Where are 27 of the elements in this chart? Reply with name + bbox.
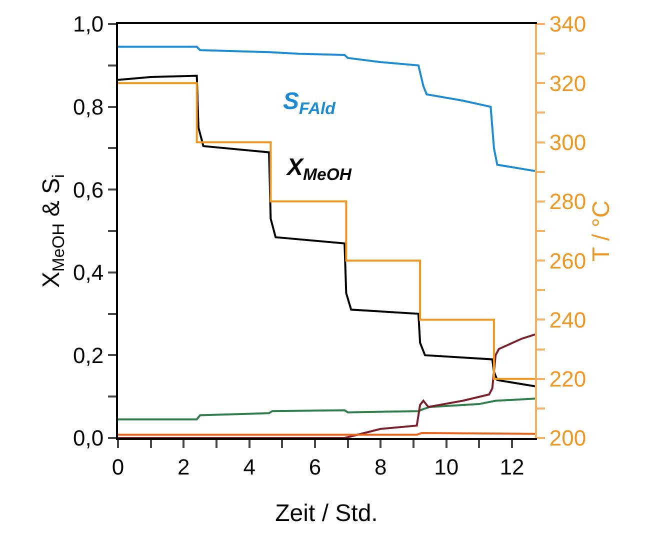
y-tick-label: 0,6 bbox=[73, 177, 104, 202]
x-tick-label: 2 bbox=[178, 454, 190, 480]
y2-tick-label: 200 bbox=[549, 426, 586, 451]
x-tick-label: 0 bbox=[112, 454, 124, 480]
line-series bbox=[118, 334, 535, 438]
series-label: X$_{MeOH}$ bbox=[285, 154, 352, 184]
y2-tick-label: 320 bbox=[549, 70, 586, 96]
y-tick-label: 0,0 bbox=[73, 426, 104, 451]
x-tick-label: 4 bbox=[243, 454, 256, 480]
x-axis-title: Zeit / Std. bbox=[275, 500, 378, 527]
y-tick-label: 0,2 bbox=[73, 342, 104, 368]
y2-tick-label: 220 bbox=[549, 366, 586, 392]
y-tick-label: 0,8 bbox=[73, 94, 104, 120]
y2-tick-label: 240 bbox=[549, 307, 586, 332]
y-tick-label: 1,0 bbox=[73, 12, 104, 37]
x-tick-label: 12 bbox=[500, 454, 524, 480]
y-tick-label: 0,4 bbox=[73, 260, 104, 286]
x-tick-label: 8 bbox=[374, 454, 387, 480]
x-tick-label: 6 bbox=[308, 454, 322, 480]
y2-tick-label: 300 bbox=[549, 130, 586, 155]
line-series bbox=[118, 398, 535, 420]
y2-axis-title: T / °C bbox=[588, 200, 616, 262]
series-label: S$_{FAld}$ bbox=[283, 88, 336, 118]
y2-tick-label: 280 bbox=[549, 189, 586, 214]
x-tick-label: 10 bbox=[434, 454, 459, 480]
y2-tick-label: 340 bbox=[549, 12, 586, 37]
y2-tick-label: 260 bbox=[549, 248, 586, 274]
